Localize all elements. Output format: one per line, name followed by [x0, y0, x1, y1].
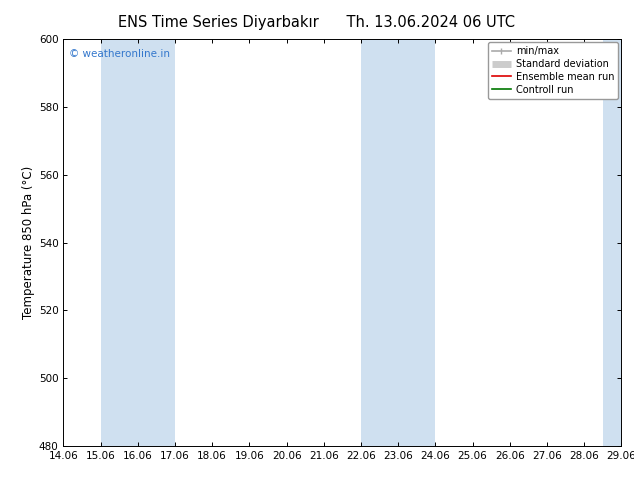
Bar: [603, 39, 621, 446]
Legend: min/max, Standard deviation, Ensemble mean run, Controll run: min/max, Standard deviation, Ensemble me…: [488, 42, 618, 98]
Bar: [101, 39, 175, 446]
Text: ENS Time Series Diyarbakır      Th. 13.06.2024 06 UTC: ENS Time Series Diyarbakır Th. 13.06.202…: [119, 15, 515, 30]
Bar: [361, 39, 436, 446]
Y-axis label: Temperature 850 hPa (°C): Temperature 850 hPa (°C): [22, 166, 35, 319]
Text: © weatheronline.in: © weatheronline.in: [69, 49, 170, 59]
